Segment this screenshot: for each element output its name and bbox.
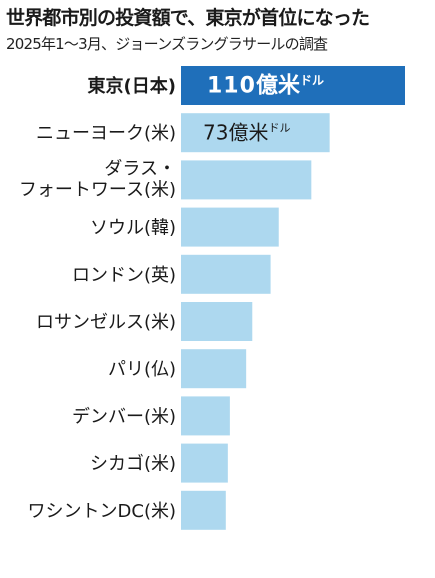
data-label-value-0: 110 bbox=[207, 74, 256, 99]
data-label-0: 110億米ドル bbox=[207, 73, 324, 99]
chart-subtitle: 2025年1～3月、ジョーンズラングラサールの調査 bbox=[6, 35, 328, 53]
category-label-2-line-0: ダラス・ bbox=[104, 158, 176, 179]
bar-1 bbox=[181, 113, 330, 153]
bar-4 bbox=[181, 254, 271, 294]
category-label-6: パリ(仏) bbox=[108, 359, 176, 380]
bar-6 bbox=[181, 349, 247, 389]
chart-title: 世界都市別の投資額で、東京が首位になった bbox=[6, 7, 370, 29]
bar-5 bbox=[181, 302, 253, 341]
category-label-0: 東京(日本) bbox=[88, 75, 176, 97]
category-label-4: ロンドン(英) bbox=[72, 265, 176, 286]
bar-8 bbox=[181, 443, 228, 483]
bar-0 bbox=[181, 66, 405, 105]
data-label-unit-small-1: ドル bbox=[268, 122, 290, 135]
bar-7 bbox=[181, 396, 230, 436]
data-label-unit-small-0: ドル bbox=[300, 74, 324, 88]
bar-3 bbox=[181, 207, 279, 247]
data-label-unit-0: 億米 bbox=[256, 73, 301, 99]
category-label-3: ソウル(韓) bbox=[90, 218, 176, 239]
category-label-1: ニューヨーク(米) bbox=[36, 123, 176, 144]
category-label-2-line-1: フォートワース(米) bbox=[19, 179, 176, 200]
category-label-9: ワシントンDC(米) bbox=[28, 501, 176, 522]
data-label-value-1: 73 bbox=[203, 121, 228, 145]
category-label-7: デンバー(米) bbox=[72, 406, 176, 427]
category-label-8: シカゴ(米) bbox=[90, 454, 176, 475]
bar-2 bbox=[181, 160, 312, 200]
data-label-1: 73億米ドル bbox=[203, 121, 290, 145]
bar-9 bbox=[181, 490, 226, 530]
data-label-unit-1: 億米 bbox=[228, 121, 268, 145]
category-label-5: ロサンゼルス(米) bbox=[36, 312, 176, 333]
